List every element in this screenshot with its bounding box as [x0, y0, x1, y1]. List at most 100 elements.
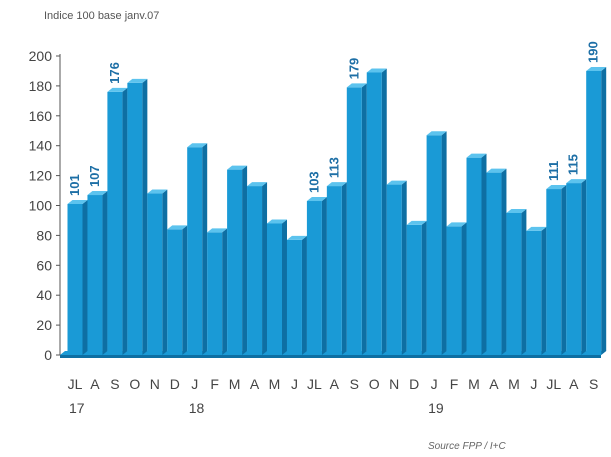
bar: [207, 232, 223, 355]
x-tick-label: A: [250, 376, 260, 392]
data-label: 113: [326, 157, 341, 178]
data-label: 179: [346, 58, 361, 80]
bar: [147, 193, 163, 355]
bar: [386, 184, 402, 355]
bar-side: [122, 87, 128, 355]
data-label: 111: [546, 161, 561, 181]
bar: [247, 186, 263, 355]
bar: [306, 201, 322, 355]
x-tick-label: F: [450, 376, 459, 392]
bar-side: [461, 222, 467, 355]
x-tick-label: J: [291, 376, 298, 392]
x-tick-label: JL: [546, 376, 561, 392]
bar-side: [222, 228, 228, 355]
bar: [586, 70, 602, 355]
bar-top: [286, 235, 307, 240]
chart-floor-edge: [60, 355, 601, 358]
x-tick-label: JL: [68, 376, 83, 392]
y-tick-label: 60: [36, 257, 52, 273]
bar-top: [167, 225, 188, 230]
bar-top: [406, 220, 427, 225]
bar-side: [162, 189, 168, 355]
bar-top: [506, 208, 527, 213]
x-tick-label: N: [389, 376, 399, 392]
bar-top: [326, 182, 347, 187]
bar-top: [207, 228, 228, 233]
bar-top: [67, 200, 88, 205]
bar: [187, 147, 203, 355]
x-tick-label: A: [90, 376, 100, 392]
x-tick-label: M: [269, 376, 281, 392]
data-label: 115: [566, 154, 581, 175]
x-tick-label: N: [150, 376, 160, 392]
bar: [506, 212, 522, 355]
data-label: 103: [306, 171, 321, 193]
bar-top: [426, 131, 447, 136]
bar: [486, 172, 502, 355]
bar: [446, 226, 462, 355]
bar: [426, 135, 442, 355]
bar: [107, 91, 123, 355]
bar-top: [526, 226, 547, 231]
x-tick-label: M: [229, 376, 241, 392]
bar-top: [566, 179, 587, 184]
bar-top: [187, 143, 208, 148]
y-tick-label: 0: [44, 347, 52, 363]
bar-side: [521, 208, 527, 355]
bar-top: [386, 180, 407, 185]
x-tick-label: J: [191, 376, 198, 392]
bar-side: [102, 191, 108, 355]
bar-side: [381, 68, 387, 355]
bar-side: [301, 235, 307, 355]
bar: [406, 224, 422, 355]
x-tick-label: JL: [307, 376, 322, 392]
x-tick-label: O: [369, 376, 380, 392]
x-tick-label: A: [569, 376, 579, 392]
x-tick-label: O: [129, 376, 140, 392]
x-tick-label: D: [170, 376, 180, 392]
data-label: 107: [87, 165, 102, 187]
x-tick-label: F: [210, 376, 219, 392]
bar: [127, 82, 143, 355]
bar-side: [581, 179, 587, 355]
x-tick-label: D: [409, 376, 419, 392]
bar-side: [601, 66, 607, 355]
x-tick-label: S: [110, 376, 119, 392]
year-label: 18: [189, 400, 205, 416]
chart-source: Source FPP / I+C: [428, 441, 506, 452]
x-tick-label: M: [508, 376, 520, 392]
bar-top: [446, 222, 467, 227]
bar-top: [466, 153, 487, 158]
bar-side: [242, 165, 248, 355]
bar-top: [107, 87, 128, 92]
bar-side: [441, 131, 447, 355]
bar-side: [401, 180, 407, 355]
bar-side: [142, 78, 148, 355]
y-tick-label: 180: [29, 78, 53, 94]
bar-side: [481, 153, 487, 355]
bar: [286, 239, 302, 355]
bar-side: [541, 226, 547, 355]
bar-top: [267, 219, 287, 224]
bar-side: [282, 219, 287, 355]
bar: [526, 230, 542, 355]
year-label: 19: [428, 400, 444, 416]
bar-top: [546, 185, 567, 190]
bar: [267, 223, 282, 355]
y-tick-label: 40: [36, 287, 52, 303]
bar-top: [127, 78, 148, 83]
bar-side: [182, 225, 188, 355]
year-label: 17: [69, 400, 85, 416]
x-tick-label: S: [589, 376, 598, 392]
bar-side: [561, 185, 567, 355]
bar-top: [147, 189, 168, 194]
x-tick-label: A: [489, 376, 499, 392]
y-tick-label: 100: [29, 198, 53, 214]
bar-top: [586, 66, 607, 71]
x-tick-label: J: [431, 376, 438, 392]
x-tick-label: S: [350, 376, 359, 392]
bar-side: [202, 143, 208, 355]
bar-side: [82, 200, 88, 355]
data-label: 176: [107, 62, 122, 84]
